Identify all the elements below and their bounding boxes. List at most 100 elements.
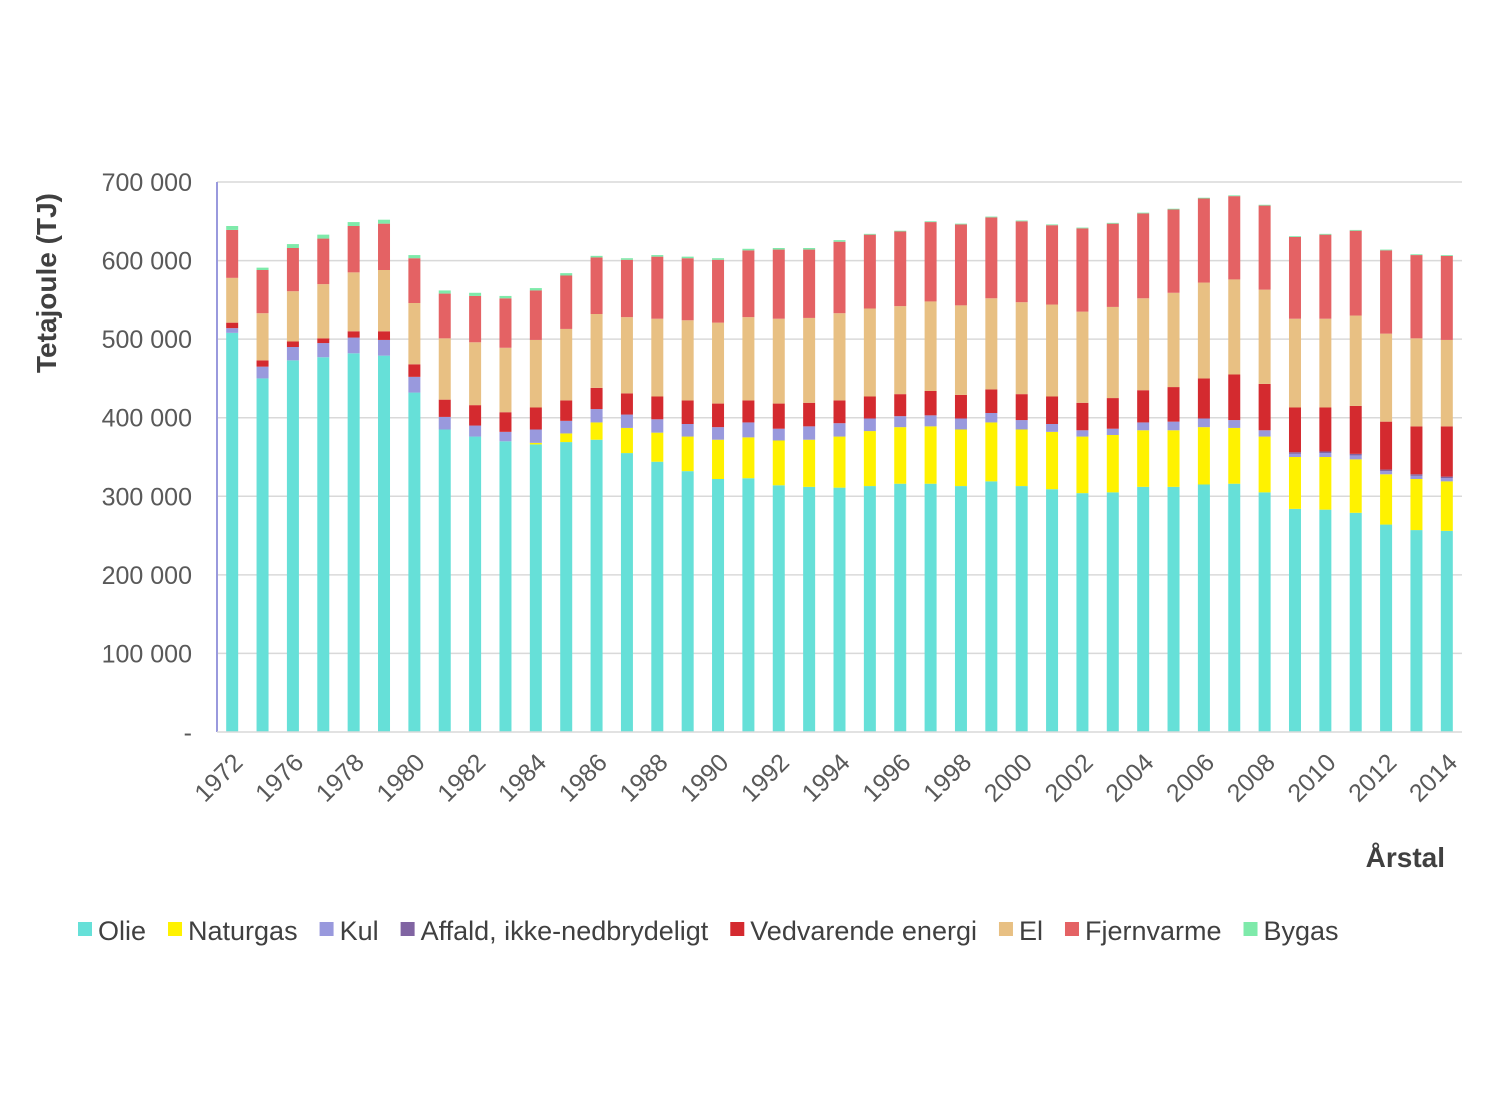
bar-stack-1993 xyxy=(803,248,816,732)
bar-el-2008 xyxy=(1258,289,1271,384)
bar-affald-ikke-nedbrydeligt-2012 xyxy=(1380,469,1393,472)
bar-vedvarende-energi-1986 xyxy=(590,387,603,410)
legend-item-fjernvarme: Fjernvarme xyxy=(1064,916,1222,946)
bar-fjernvarme-1988 xyxy=(651,256,664,319)
bar-el-1972 xyxy=(226,277,239,323)
legend-label: Vedvarende energi xyxy=(750,916,977,946)
bar-fjernvarme-2000 xyxy=(1015,221,1028,303)
bar-fjernvarme-1979 xyxy=(378,223,391,270)
legend-label: El xyxy=(1019,916,1043,946)
bar-olie-1993 xyxy=(803,486,816,732)
bar-stack-2003 xyxy=(1106,222,1119,732)
bar-kul-2000 xyxy=(1015,420,1028,430)
legend-label: Affald, ikke-nedbrydeligt xyxy=(421,916,709,946)
bar-stack-1980 xyxy=(408,255,421,732)
bar-el-1977 xyxy=(317,284,330,339)
bar-stack-1996 xyxy=(894,230,907,732)
y-tick-label: 300 000 xyxy=(102,483,192,511)
bar-bygas-1999 xyxy=(985,216,998,218)
bar-naturgas-1998 xyxy=(954,429,967,487)
bar-kul-1982 xyxy=(469,425,482,437)
x-tick-label: 1986 xyxy=(554,748,613,807)
x-tick-label: 2000 xyxy=(979,748,1038,807)
legend-label: Olie xyxy=(98,916,146,946)
bar-stack-2007 xyxy=(1228,195,1241,732)
legend-item-olie: Olie xyxy=(78,916,146,946)
bar-vedvarende-energi-2004 xyxy=(1137,390,1150,423)
bar-vedvarende-energi-1972 xyxy=(226,322,239,329)
bar-fjernvarme-1997 xyxy=(924,222,937,302)
bar-bygas-2008 xyxy=(1258,204,1271,206)
bar-stack-2006 xyxy=(1197,197,1210,732)
bar-vedvarende-energi-1991 xyxy=(742,400,755,423)
bar-stack-1988 xyxy=(651,255,664,732)
bar-el-1994 xyxy=(833,313,846,401)
bar-bygas-1995 xyxy=(863,233,876,235)
legend-swatch xyxy=(998,922,1013,936)
bar-naturgas-1987 xyxy=(620,427,633,454)
bar-olie-2001 xyxy=(1046,489,1059,732)
bar-vedvarende-energi-1978 xyxy=(347,331,360,338)
bar-kul-2011 xyxy=(1349,455,1362,460)
bar-kul-2003 xyxy=(1106,428,1119,435)
bar-stack-1972 xyxy=(226,226,239,732)
legend-label: Naturgas xyxy=(188,916,298,946)
bar-kul-1976 xyxy=(286,347,299,361)
legend-swatch xyxy=(400,922,415,936)
bar-olie-1998 xyxy=(954,486,967,732)
bar-vedvarende-energi-2009 xyxy=(1288,407,1301,453)
bar-el-1996 xyxy=(894,306,907,395)
bar-stack-2002 xyxy=(1076,227,1089,732)
bar-fjernvarme-1985 xyxy=(560,275,573,329)
legend-item-el: El xyxy=(998,916,1043,946)
bar-stack-2009 xyxy=(1288,236,1301,732)
bar-fjernvarme-1983 xyxy=(499,298,512,348)
bar-kul-1975 xyxy=(256,366,269,379)
legend-item-vedvarende-energi: Vedvarende energi xyxy=(730,916,977,946)
bar-olie-1972 xyxy=(226,332,239,732)
bar-bygas-1997 xyxy=(924,221,937,223)
bar-stack-1999 xyxy=(985,216,998,732)
bar-naturgas-2014 xyxy=(1440,481,1453,531)
bar-stack-1998 xyxy=(954,223,967,732)
bar-vedvarende-energi-2007 xyxy=(1228,374,1241,421)
bar-el-1999 xyxy=(985,298,998,390)
bar-stack-2013 xyxy=(1410,254,1423,732)
bar-vedvarende-energi-2012 xyxy=(1380,421,1393,470)
bar-olie-1985 xyxy=(560,442,573,732)
bar-naturgas-2013 xyxy=(1410,479,1423,531)
y-axis-ticks: - 100 000 200 000 300 000 400 000 500 000 600 … xyxy=(102,169,192,747)
bar-vedvarende-energi-2010 xyxy=(1319,407,1332,452)
bar-el-2010 xyxy=(1319,318,1332,408)
bar-bygas-1990 xyxy=(712,258,725,260)
bar-olie-1980 xyxy=(408,392,421,732)
bar-vedvarende-energi-2006 xyxy=(1197,378,1210,419)
bar-el-2012 xyxy=(1380,333,1393,422)
bar-naturgas-2001 xyxy=(1046,431,1059,490)
bar-vedvarende-energi-1992 xyxy=(772,403,785,429)
bar-fjernvarme-2006 xyxy=(1197,198,1210,283)
bar-bygas-1982 xyxy=(469,292,482,296)
bar-stack-1976 xyxy=(286,244,299,732)
bar-olie-1994 xyxy=(833,487,846,732)
bar-bygas-2005 xyxy=(1167,208,1180,210)
bar-stack-2011 xyxy=(1349,229,1362,732)
bar-kul-2004 xyxy=(1137,422,1150,431)
x-tick-label: 1980 xyxy=(371,748,430,807)
bar-stack-2005 xyxy=(1167,208,1180,732)
bar-fjernvarme-1980 xyxy=(408,258,421,303)
bar-stack-1983 xyxy=(499,295,512,732)
bar-stack-2001 xyxy=(1046,224,1059,732)
bar-fjernvarme-1996 xyxy=(894,231,907,307)
bar-bygas-1980 xyxy=(408,255,421,259)
bar-olie-2002 xyxy=(1076,493,1089,732)
bar-naturgas-1993 xyxy=(803,439,816,487)
x-tick-label: 1978 xyxy=(311,748,370,807)
bar-kul-1989 xyxy=(681,424,694,437)
bar-el-1989 xyxy=(681,320,694,401)
bar-stack-1986 xyxy=(590,255,603,732)
bar-naturgas-1989 xyxy=(681,436,694,472)
legend-swatch xyxy=(78,922,92,936)
bar-fjernvarme-2011 xyxy=(1349,230,1362,316)
bar-bygas-1991 xyxy=(742,248,755,251)
